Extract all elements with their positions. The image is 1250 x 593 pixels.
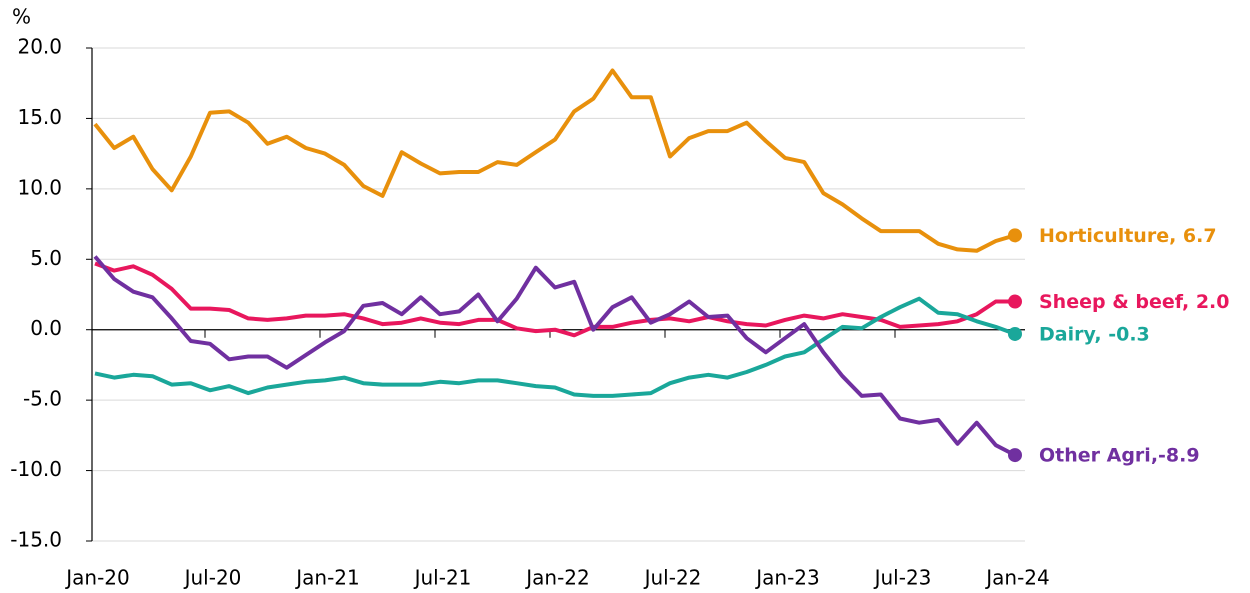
series-line bbox=[94, 296, 1016, 398]
x-tick-label: Jul-21 bbox=[413, 566, 472, 590]
y-tick-label: 5.0 bbox=[30, 246, 62, 270]
x-tick-label: Jan-21 bbox=[294, 566, 360, 590]
end-label: Other Agri,-8.9 bbox=[1039, 445, 1200, 467]
x-tick-label: Jan-23 bbox=[754, 566, 820, 590]
y-axis-label: % bbox=[12, 5, 31, 29]
end-marker bbox=[1008, 294, 1022, 309]
x-tick-label: Jul-20 bbox=[183, 566, 242, 590]
y-tick-label: 20.0 bbox=[17, 35, 62, 59]
end-label: Horticulture, 6.7 bbox=[1039, 225, 1217, 247]
end-marker bbox=[1008, 326, 1022, 341]
x-tick-label: Jul-22 bbox=[643, 566, 702, 590]
y-tick-label: -10.0 bbox=[10, 457, 62, 481]
series-line bbox=[94, 261, 1015, 338]
end-label: Dairy, -0.3 bbox=[1039, 323, 1150, 345]
y-tick-label: 10.0 bbox=[17, 175, 62, 199]
end-label: Sheep & beef, 2.0 bbox=[1039, 291, 1229, 313]
end-marker bbox=[1008, 448, 1022, 463]
x-tick-label: Jan-20 bbox=[64, 566, 130, 590]
y-tick-label: 15.0 bbox=[17, 105, 62, 129]
end-marker bbox=[1008, 228, 1022, 243]
x-tick-label: Jan-22 bbox=[524, 566, 590, 590]
series-line bbox=[93, 255, 1016, 457]
y-tick-label: -15.0 bbox=[10, 528, 62, 552]
x-tick-label: Jan-24 bbox=[984, 566, 1050, 590]
x-tick-label: Jul-23 bbox=[873, 566, 932, 590]
y-tick-label: 0.0 bbox=[30, 316, 62, 340]
series-line bbox=[93, 68, 1016, 253]
y-tick-label: -5.0 bbox=[23, 387, 62, 411]
